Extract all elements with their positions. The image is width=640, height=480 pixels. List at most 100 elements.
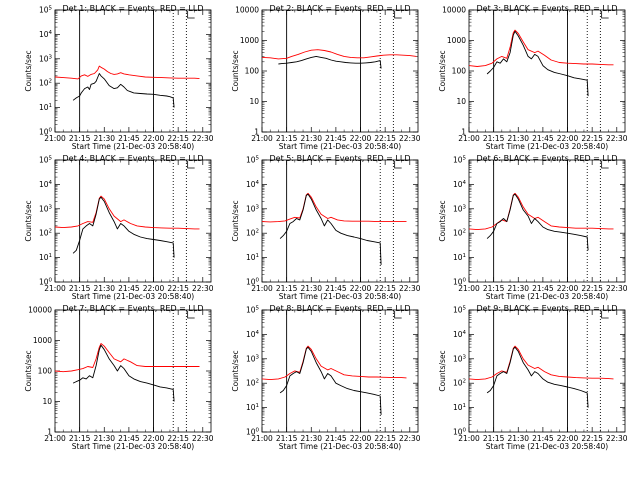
- x-tick-label: 22:30: [606, 284, 628, 293]
- x-tick-label: 22:15: [374, 284, 396, 293]
- y-axis-title: Counts/sec: [24, 350, 33, 391]
- x-tick-label: 22:30: [606, 134, 628, 143]
- x-tick-label: 21:00: [44, 134, 66, 143]
- y-axis-title: Counts/sec: [24, 50, 33, 91]
- y-tick-label: 1: [254, 128, 259, 137]
- y-tick-label: 101: [246, 253, 259, 262]
- plot-frame: [261, 9, 419, 133]
- x-tick-label: 21:30: [300, 134, 322, 143]
- plot-frame: [54, 309, 212, 433]
- x-tick-label: 21:15: [69, 284, 91, 293]
- events-line: [72, 344, 175, 402]
- y-tick-label: 105: [39, 156, 53, 165]
- panel-title: Det 6: BLACK = Events, RED = LLD: [477, 154, 618, 163]
- y-tick-label: 102: [246, 379, 259, 388]
- x-tick-label: 22:00: [557, 134, 579, 143]
- y-tick-label: 104: [246, 330, 260, 339]
- x-tick-label: 21:00: [44, 434, 66, 443]
- bracket-marker: [394, 11, 402, 19]
- y-tick-label: 103: [246, 354, 260, 363]
- y-tick-label: 101: [246, 403, 259, 412]
- y-tick-label: 105: [453, 156, 467, 165]
- y-tick-label: 1000: [447, 36, 466, 45]
- x-axis-title: Start Time (21-Dec-03 20:58:40): [486, 292, 608, 301]
- y-tick-label: 104: [453, 180, 467, 189]
- panel-title: Det 1: BLACK = Events, RED = LLD: [63, 4, 204, 13]
- events-line: [486, 193, 589, 251]
- y-tick-label: 101: [39, 103, 52, 112]
- y-tick-label: 1: [47, 428, 52, 437]
- y-tick-label: 100: [246, 278, 260, 287]
- y-tick-label: 102: [453, 379, 466, 388]
- bracket-marker: [394, 161, 402, 169]
- x-tick-label: 21:30: [507, 284, 529, 293]
- events-line: [486, 30, 589, 97]
- y-tick-label: 100: [452, 67, 467, 76]
- x-tick-label: 21:00: [458, 134, 480, 143]
- x-tick-label: 21:15: [69, 434, 91, 443]
- lld-line: [54, 65, 200, 80]
- y-tick-label: 100: [39, 128, 53, 137]
- x-tick-label: 21:15: [483, 434, 505, 443]
- bracket-marker: [601, 311, 609, 319]
- y-tick-label: 105: [246, 306, 260, 315]
- y-tick-label: 100: [39, 278, 53, 287]
- x-tick-label: 22:00: [350, 434, 372, 443]
- y-tick-label: 104: [246, 180, 260, 189]
- bracket-marker: [187, 11, 195, 19]
- x-tick-label: 22:00: [143, 434, 165, 443]
- x-tick-label: 21:15: [276, 434, 298, 443]
- x-tick-label: 22:00: [350, 134, 372, 143]
- x-tick-label: 21:45: [532, 284, 554, 293]
- y-tick-label: 100: [453, 278, 467, 287]
- x-axis-title: Start Time (21-Dec-03 20:58:40): [72, 442, 194, 451]
- x-tick-label: 21:45: [532, 134, 554, 143]
- x-tick-label: 22:00: [557, 434, 579, 443]
- y-tick-label: 105: [39, 6, 53, 15]
- y-axis-title: Counts/sec: [438, 200, 447, 241]
- x-axis-title: Start Time (21-Dec-03 20:58:40): [72, 292, 194, 301]
- x-tick-label: 22:15: [581, 284, 603, 293]
- y-tick-label: 10000: [28, 306, 52, 315]
- plot-frame: [54, 159, 212, 283]
- panel-title: Det 2: BLACK = Events, RED = LLD: [270, 4, 411, 13]
- y-tick-label: 10: [42, 397, 52, 406]
- lld-line: [468, 29, 614, 67]
- lld-line: [261, 345, 407, 381]
- y-axis-title: Counts/sec: [24, 200, 33, 241]
- events-line: [278, 55, 382, 69]
- bracket-marker: [394, 311, 402, 319]
- y-tick-label: 104: [453, 330, 467, 339]
- plot-frame: [261, 159, 419, 283]
- y-tick-label: 105: [246, 156, 260, 165]
- y-tick-label: 101: [453, 253, 466, 262]
- panel-title: Det 7: BLACK = Events, RED = LLD: [63, 304, 204, 313]
- y-tick-label: 100: [246, 428, 260, 437]
- plot-frame: [468, 9, 626, 133]
- y-tick-label: 100: [245, 67, 260, 76]
- detector-panel-7: 1 10 100 1000 10000 21:00 21:15 21:30 21:45 22:00…: [24, 304, 214, 451]
- y-tick-label: 103: [453, 354, 467, 363]
- y-tick-label: 10: [249, 97, 259, 106]
- panel-title: Det 4: BLACK = Events, RED = LLD: [63, 154, 204, 163]
- y-axis-title: Counts/sec: [231, 50, 240, 91]
- x-tick-label: 21:15: [483, 134, 505, 143]
- x-tick-label: 21:00: [251, 284, 273, 293]
- x-tick-label: 21:15: [276, 134, 298, 143]
- y-tick-label: 10000: [235, 6, 259, 15]
- x-tick-label: 22:15: [374, 434, 396, 443]
- panel-title: Det 9: BLACK = Events, RED = LLD: [477, 304, 618, 313]
- x-tick-label: 21:00: [251, 434, 273, 443]
- x-axis-title: Start Time (21-Dec-03 20:58:40): [279, 442, 401, 451]
- y-axis-title: Counts/sec: [438, 350, 447, 391]
- plot-frame: [468, 159, 626, 283]
- x-tick-label: 21:45: [325, 134, 347, 143]
- x-tick-label: 22:00: [557, 284, 579, 293]
- bracket-marker: [187, 311, 195, 319]
- panel-title: Det 5: BLACK = Events, RED = LLD: [270, 154, 411, 163]
- x-tick-label: 22:30: [192, 434, 214, 443]
- y-tick-label: 102: [39, 229, 52, 238]
- y-tick-label: 105: [453, 306, 467, 315]
